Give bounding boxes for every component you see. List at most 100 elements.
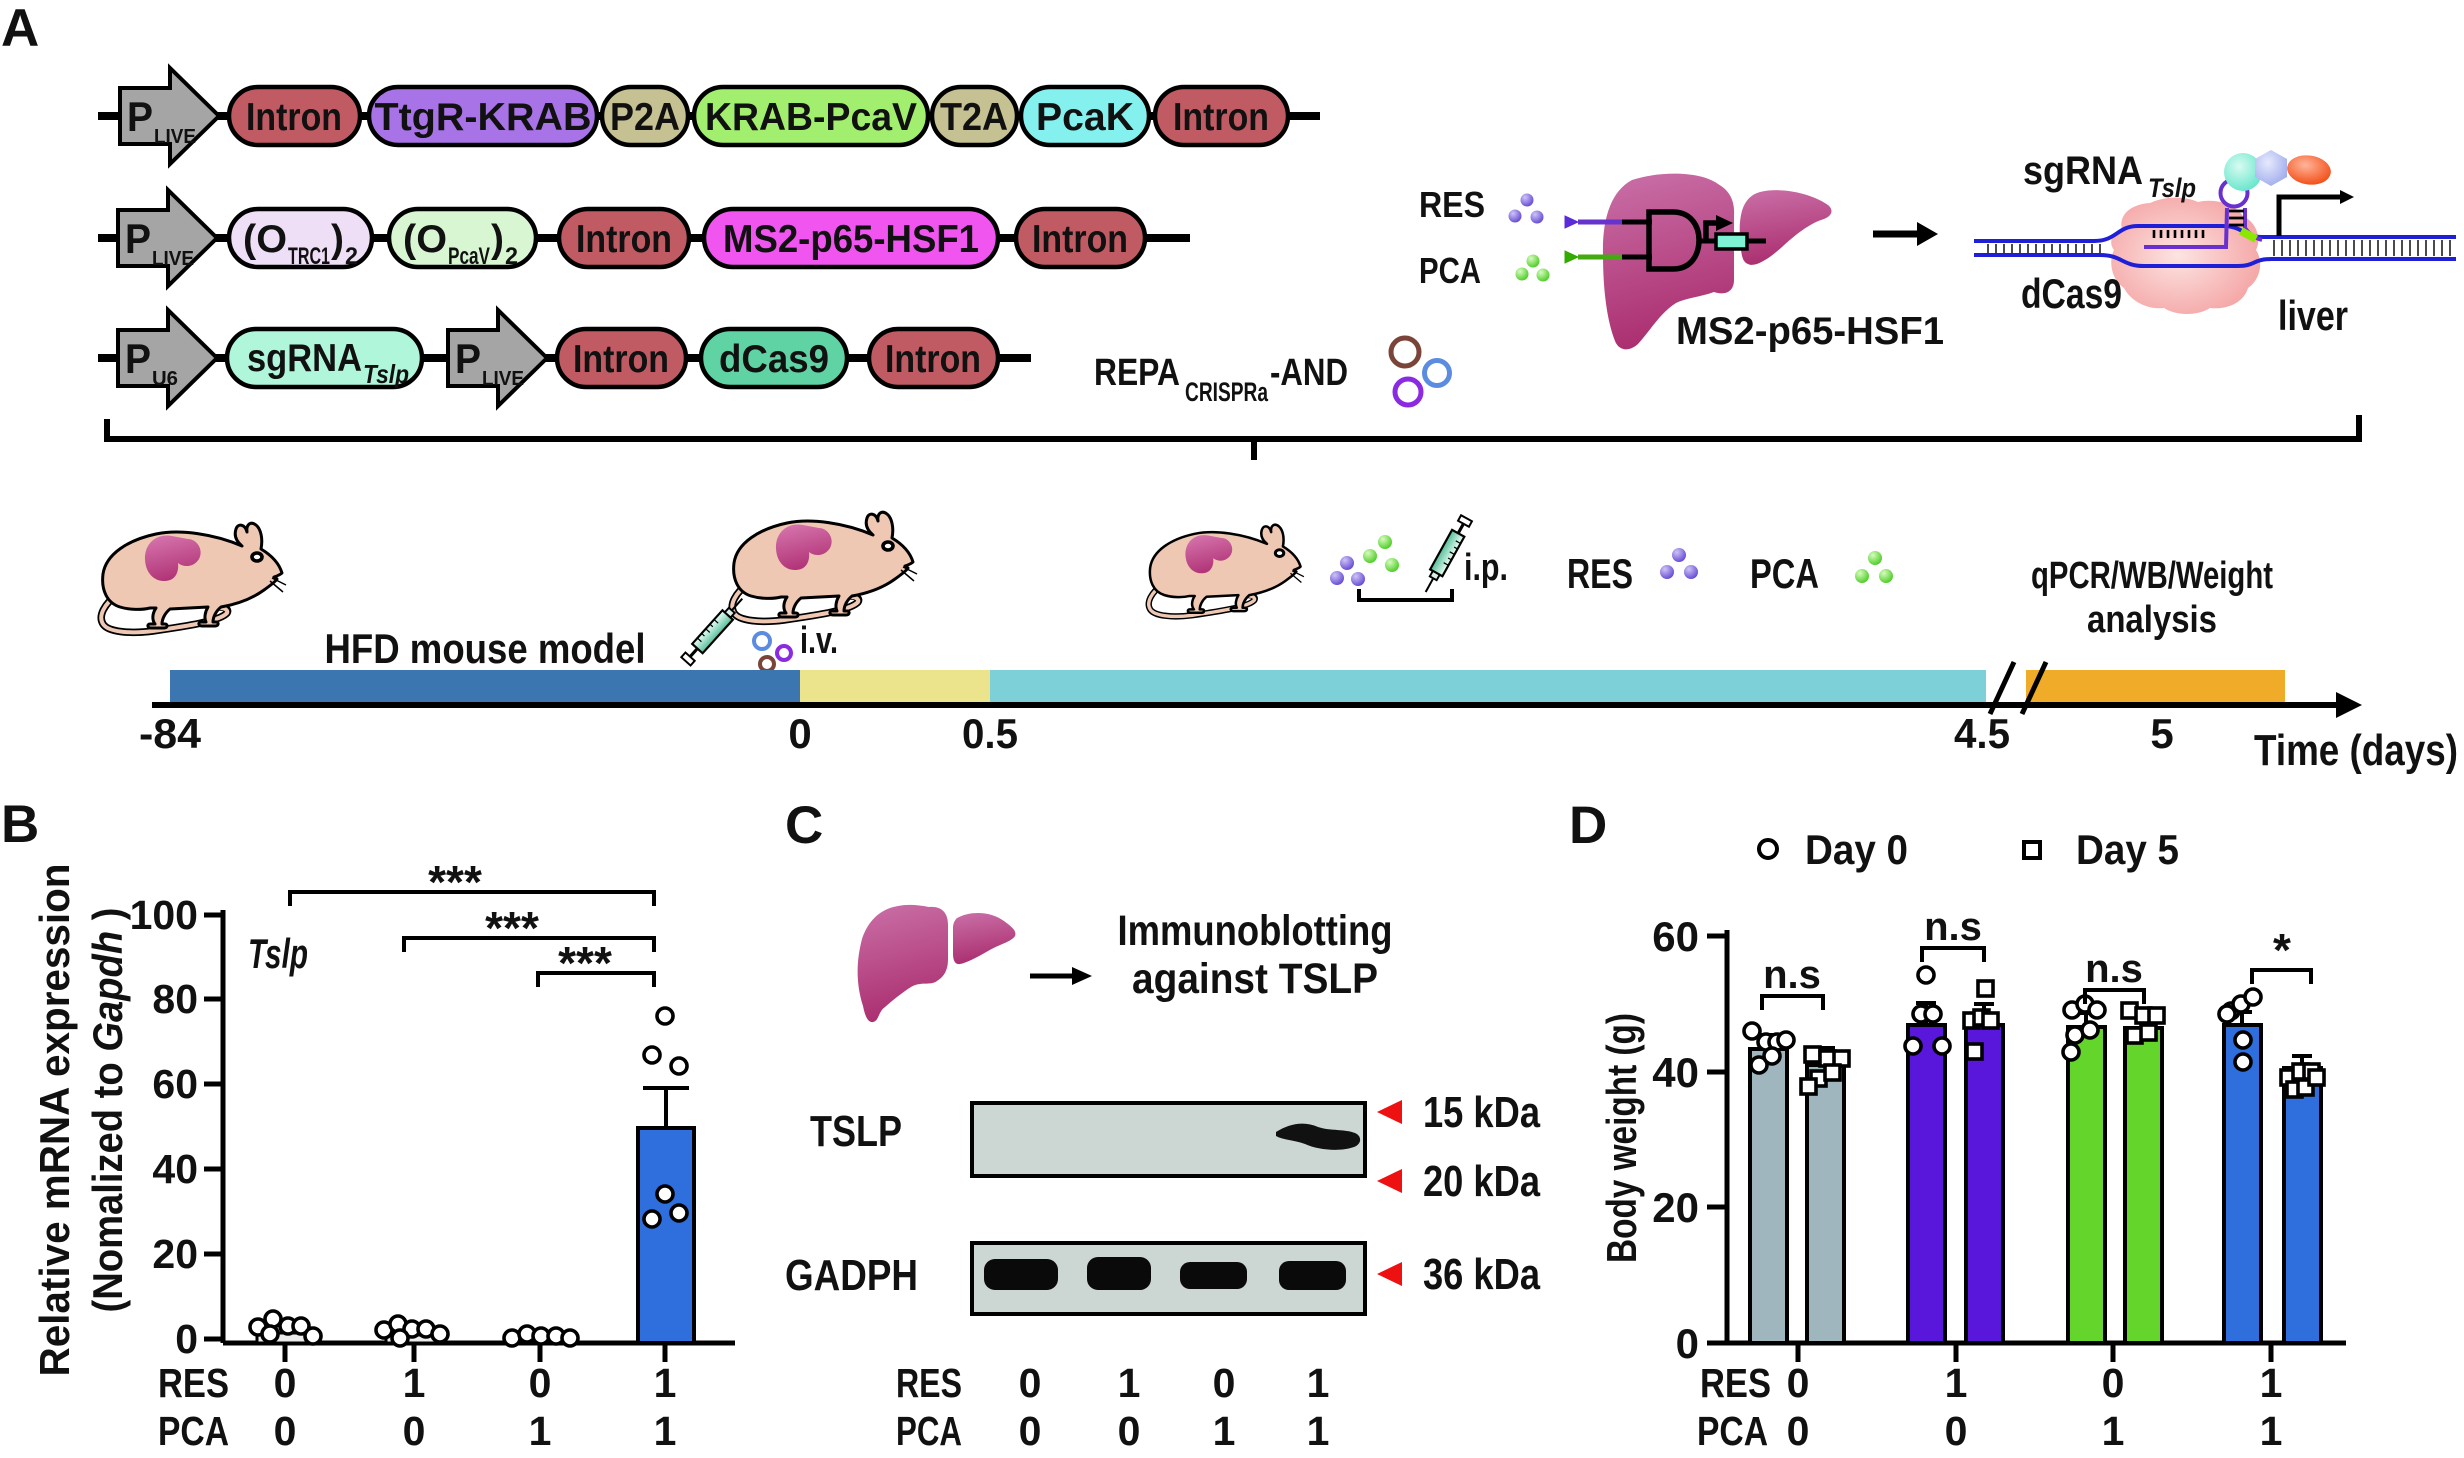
svg-text:5: 5 (2150, 710, 2173, 757)
svg-text:0: 0 (1787, 1408, 1810, 1454)
svg-text:T2A: T2A (940, 96, 1008, 139)
svg-text:n.s: n.s (1924, 905, 1982, 949)
svg-text:-84: -84 (139, 710, 202, 757)
svg-text:1: 1 (1307, 1408, 1330, 1454)
svg-text:TSLP: TSLP (810, 1107, 902, 1156)
svg-text:1: 1 (2260, 1408, 2283, 1454)
svg-text:LIVE: LIVE (482, 368, 524, 390)
svg-text:Tslp: Tslp (363, 359, 409, 389)
svg-text:Intron: Intron (885, 338, 981, 381)
svg-text:0: 0 (403, 1408, 426, 1454)
svg-text:36 kDa: 36 kDa (1423, 1250, 1540, 1299)
svg-text:i.p.: i.p. (1464, 547, 1508, 589)
svg-text:(O: (O (403, 218, 447, 261)
svg-text:Tslp: Tslp (2148, 173, 2196, 203)
svg-text:60: 60 (152, 1061, 198, 1107)
svg-text:B: B (1, 795, 39, 854)
svg-text:TRC1: TRC1 (288, 243, 330, 270)
svg-text:analysis: analysis (2087, 599, 2217, 641)
svg-text:1: 1 (1213, 1408, 1236, 1454)
svg-text:0: 0 (1019, 1408, 1042, 1454)
svg-text:P: P (455, 335, 481, 382)
svg-text:***: *** (558, 937, 612, 989)
svg-text:1: 1 (1945, 1360, 1968, 1406)
svg-text:LIVE: LIVE (154, 126, 196, 148)
svg-text:U6: U6 (152, 368, 178, 390)
svg-text:***: *** (485, 902, 539, 954)
svg-text:20 kDa: 20 kDa (1423, 1157, 1540, 1206)
svg-text:2: 2 (345, 243, 358, 270)
svg-text:P: P (125, 215, 151, 262)
svg-text:4.5: 4.5 (1954, 710, 2010, 757)
svg-text:RES: RES (158, 1360, 229, 1406)
svg-text:40: 40 (152, 1146, 198, 1192)
svg-text:Intron: Intron (246, 96, 342, 139)
svg-text:1: 1 (1118, 1360, 1141, 1406)
svg-text:1: 1 (654, 1360, 677, 1406)
svg-text:***: *** (428, 856, 482, 908)
svg-text:0: 0 (1787, 1360, 1810, 1406)
svg-text:MS2-p65-HSF1: MS2-p65-HSF1 (1676, 310, 1944, 353)
svg-text:1: 1 (654, 1408, 677, 1454)
svg-text:against TSLP: against TSLP (1132, 955, 1378, 1003)
svg-text:Tslp: Tslp (248, 930, 308, 977)
svg-text:Day 5: Day 5 (2076, 826, 2179, 873)
svg-text:): ) (491, 218, 504, 261)
svg-text:Intron: Intron (573, 338, 669, 381)
svg-text:REPA: REPA (1094, 352, 1180, 394)
svg-text:1: 1 (1307, 1360, 1330, 1406)
svg-text:PCA: PCA (896, 1408, 962, 1454)
svg-text:0: 0 (1945, 1408, 1968, 1454)
svg-text:CRISPRa: CRISPRa (1185, 377, 1269, 407)
svg-text:n.s: n.s (2085, 947, 2143, 991)
svg-text:PcaV: PcaV (448, 243, 490, 270)
svg-text:Intron: Intron (1032, 218, 1128, 261)
svg-text:dCas9: dCas9 (2021, 270, 2122, 317)
svg-text:*: * (2273, 924, 2291, 976)
svg-text:RES: RES (1419, 184, 1485, 225)
svg-text:Intron: Intron (576, 218, 672, 261)
svg-text:MS2-p65-HSF1: MS2-p65-HSF1 (723, 218, 979, 261)
svg-text:RES: RES (1567, 550, 1633, 597)
svg-text:Body weight (g): Body weight (g) (1598, 1013, 1645, 1263)
svg-text:Intron: Intron (1173, 96, 1269, 139)
svg-text:PCA: PCA (1697, 1408, 1768, 1454)
svg-text:D: D (1569, 796, 1607, 855)
svg-text:60: 60 (1652, 913, 1699, 960)
svg-text:A: A (1, 0, 39, 58)
svg-text:sgRNA: sgRNA (247, 337, 362, 380)
svg-text:RES: RES (896, 1360, 962, 1406)
svg-text:(O: (O (243, 218, 287, 261)
svg-text:HFD mouse model: HFD mouse model (325, 625, 646, 672)
svg-text:TtgR-KRAB: TtgR-KRAB (375, 96, 592, 139)
svg-text:liver: liver (2278, 292, 2348, 339)
svg-text:n.s: n.s (1763, 953, 1821, 997)
svg-text:0: 0 (274, 1408, 297, 1454)
svg-text:0: 0 (1019, 1360, 1042, 1406)
svg-text:Day 0: Day 0 (1805, 826, 1908, 873)
svg-text:1: 1 (2102, 1408, 2125, 1454)
svg-text:RES: RES (1700, 1360, 1771, 1406)
svg-text:0: 0 (529, 1360, 552, 1406)
svg-text:15 kDa: 15 kDa (1423, 1088, 1540, 1137)
svg-text:P2A: P2A (610, 96, 680, 139)
svg-text:GADPH: GADPH (785, 1251, 918, 1300)
svg-text:40: 40 (1652, 1049, 1699, 1096)
svg-text:KRAB-PcaV: KRAB-PcaV (705, 96, 917, 139)
svg-text:i.v.: i.v. (800, 620, 838, 662)
svg-text:2: 2 (505, 243, 518, 270)
svg-text:1: 1 (403, 1360, 426, 1406)
svg-text:1: 1 (2260, 1360, 2283, 1406)
svg-text:0.5: 0.5 (962, 710, 1018, 757)
svg-text:0: 0 (2102, 1360, 2125, 1406)
svg-text:80: 80 (152, 976, 198, 1022)
svg-text:0: 0 (1213, 1360, 1236, 1406)
svg-text:Immunoblotting: Immunoblotting (1118, 907, 1393, 955)
svg-text:LIVE: LIVE (152, 248, 194, 270)
svg-text:PcaK: PcaK (1036, 96, 1134, 139)
svg-text:20: 20 (1652, 1184, 1699, 1231)
svg-text:(Nomalized to Gapdh ): (Nomalized to Gapdh ) (84, 908, 131, 1313)
svg-text:qPCR/WB/Weight: qPCR/WB/Weight (2031, 555, 2273, 597)
svg-text:PCA: PCA (1750, 550, 1819, 597)
svg-text:0: 0 (274, 1360, 297, 1406)
